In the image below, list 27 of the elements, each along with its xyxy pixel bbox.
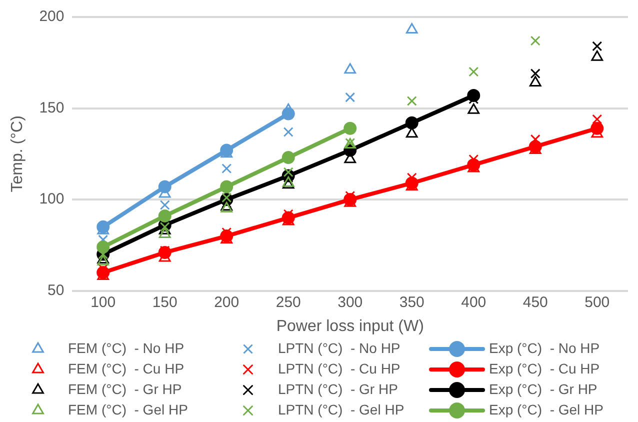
- legend-label: Exp (°C) - Gr HP: [489, 380, 598, 397]
- x-tick-label: 250: [276, 294, 301, 311]
- x-axis-title: Power loss input (W): [276, 318, 424, 335]
- x-tick-label: 350: [399, 294, 424, 311]
- x-tick-label: 450: [522, 294, 548, 311]
- legend-label: FEM (°C) - Gel HP: [68, 401, 188, 418]
- legend-label: LPTN (°C) - No HP: [278, 340, 400, 356]
- x-tick-label: 300: [338, 294, 363, 311]
- y-axis-title: Temp. (°C): [9, 116, 26, 192]
- legend-label: FEM (°C) - Gr HP: [68, 380, 182, 397]
- y-tick-label: 150: [39, 99, 64, 116]
- x-tick-label: 150: [152, 294, 178, 311]
- x-tick-label: 100: [90, 294, 116, 311]
- y-tick-label: 100: [39, 190, 64, 208]
- y-tick-label: 50: [48, 282, 64, 299]
- y-tick-label: 200: [39, 8, 64, 26]
- legend-label: LPTN (°C) - Gel HP: [278, 401, 404, 418]
- x-tick-label: 200: [214, 294, 240, 311]
- legend-label: FEM (°C) - No HP: [68, 340, 184, 356]
- legend-label: FEM (°C) - Cu HP: [68, 360, 184, 376]
- legend-label: Exp (°C) - Gel HP: [489, 401, 604, 418]
- legend-label: Exp (°C) - Cu HP: [489, 360, 600, 376]
- x-tick-label: 400: [461, 294, 486, 311]
- x-tick-label: 500: [584, 294, 610, 311]
- legend-label: LPTN (°C) - Cu HP: [278, 360, 400, 376]
- legend-label: LPTN (°C) - Gr HP: [278, 380, 398, 397]
- legend-label: Exp (°C) - No HP: [489, 340, 600, 356]
